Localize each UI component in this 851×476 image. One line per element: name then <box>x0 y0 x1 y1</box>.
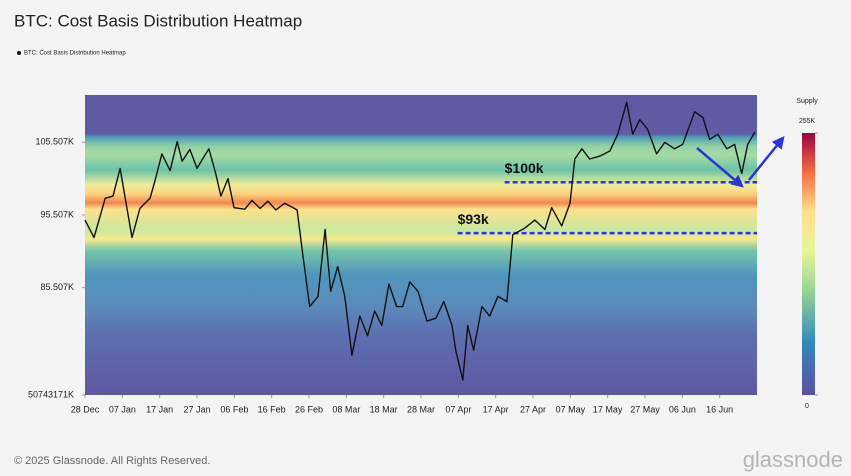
colorbar-title: Supply <box>796 98 818 105</box>
x-tick-label: 17 Apr <box>483 404 509 414</box>
x-tick-label: 06 Feb <box>220 404 248 414</box>
colorbar-label: 255K <box>799 118 816 125</box>
legend-marker <box>17 51 21 55</box>
copyright: © 2025 Glassnode. All Rights Reserved. <box>14 455 210 467</box>
x-tick-label: 18 Mar <box>370 404 398 414</box>
x-tick-label: 16 Feb <box>258 404 286 414</box>
x-tick-label: 28 Dec <box>71 404 100 414</box>
y-tick-label: 95.507K <box>40 209 74 219</box>
colorbar <box>802 133 815 395</box>
x-tick-label: 08 Mar <box>332 404 360 414</box>
y-tick-label: 105.507K <box>35 137 74 147</box>
heatmap <box>85 95 757 395</box>
x-tick-label: 06 Jun <box>669 404 696 414</box>
legend-label: BTC: Cost Basis Distribution Heatmap <box>24 51 126 57</box>
chart-title: BTC: Cost Basis Distribution Heatmap <box>14 11 302 30</box>
x-tick-label: 16 Jun <box>706 404 733 414</box>
x-tick-label: 07 Apr <box>445 404 471 414</box>
annotation-label: $100k <box>505 160 544 176</box>
y-tick-label: 50743171K <box>28 389 74 399</box>
x-tick-label: 27 Apr <box>520 404 546 414</box>
x-tick-label: 17 Jan <box>146 404 173 414</box>
annotation-label: $93k <box>458 211 489 227</box>
y-tick-label: 85.507K <box>40 282 74 292</box>
x-tick-label: 17 May <box>593 404 623 414</box>
x-tick-label: 07 May <box>556 404 586 414</box>
brand: glassnode <box>743 447 843 472</box>
colorbar-label: 0 <box>805 403 809 410</box>
x-tick-label: 07 Jan <box>109 404 136 414</box>
arrow <box>748 136 785 181</box>
x-tick-label: 28 Mar <box>407 404 435 414</box>
x-tick-label: 27 Jan <box>183 404 210 414</box>
arrow <box>696 147 744 188</box>
x-tick-label: 27 May <box>630 404 660 414</box>
x-tick-label: 26 Feb <box>295 404 323 414</box>
price-line <box>84 101 756 381</box>
